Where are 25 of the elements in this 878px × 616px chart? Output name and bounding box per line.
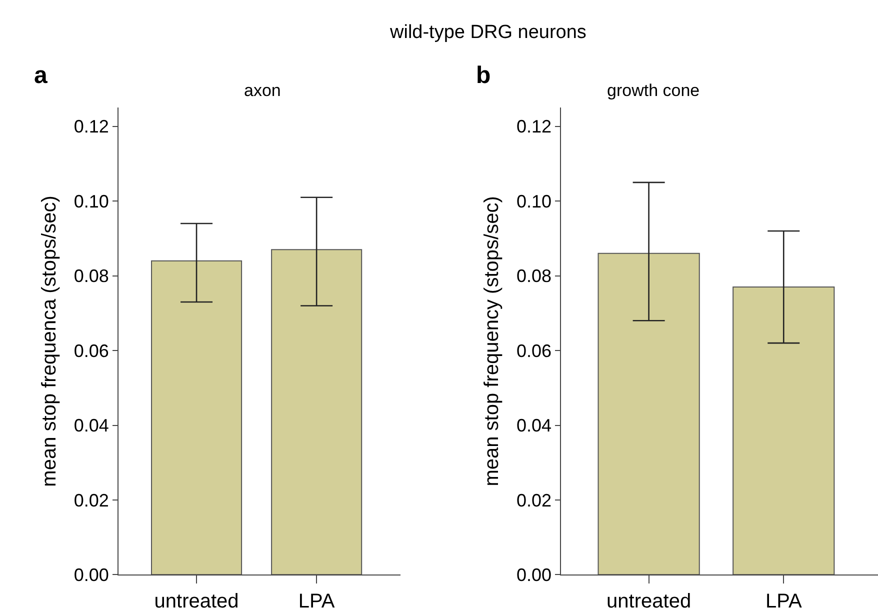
x-tick-label: untreated xyxy=(606,590,692,613)
text: wild-type DRG neurons xyxy=(389,22,586,43)
chart-title: axon xyxy=(244,81,281,100)
x-tick-label: untreated xyxy=(154,590,239,613)
chart-title: growth cone xyxy=(607,81,700,100)
text: b xyxy=(476,62,491,89)
y-tick-label: 0.08 xyxy=(516,266,552,286)
x-tick-label: LPA xyxy=(765,590,802,613)
y-tick-label: 0.12 xyxy=(74,116,109,137)
y-tick-label: 0.06 xyxy=(74,340,109,361)
y-tick-label: 0.02 xyxy=(74,490,109,510)
y-tick-label: 0.02 xyxy=(516,490,552,510)
y-axis-title: mean stop frequenca (stops/sec) xyxy=(38,196,60,487)
y-tick-label: 0.04 xyxy=(516,416,552,436)
y-tick-label: 0.12 xyxy=(516,116,552,137)
y-tick-label: 0.04 xyxy=(74,416,109,436)
y-tick-label: 0.00 xyxy=(74,564,109,585)
text: a xyxy=(34,62,48,89)
y-tick-label: 0.08 xyxy=(74,266,109,286)
y-axis-title: mean stop frequency (stops/sec) xyxy=(481,196,504,486)
x-tick-label: LPA xyxy=(298,590,336,613)
y-tick-label: 0.10 xyxy=(516,191,552,212)
y-tick-label: 0.00 xyxy=(516,564,552,585)
y-tick-label: 0.10 xyxy=(74,191,109,212)
y-tick-label: 0.06 xyxy=(516,340,552,361)
